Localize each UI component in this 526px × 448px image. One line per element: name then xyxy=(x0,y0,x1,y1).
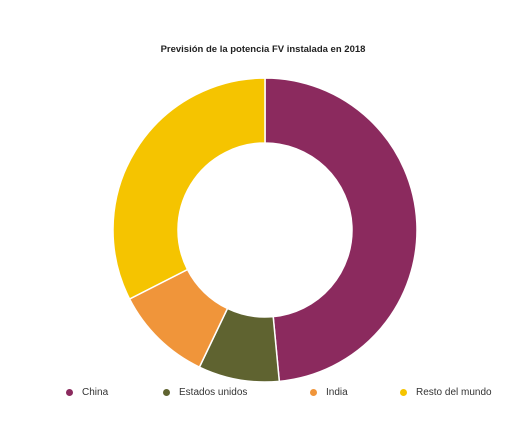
legend-label: China xyxy=(82,387,109,398)
legend-item[interactable]: India xyxy=(310,387,348,398)
legend-item[interactable]: China xyxy=(66,387,108,398)
donut-slice-resto-del-mundo[interactable] xyxy=(112,77,266,301)
legend-item[interactable]: Estados unidos xyxy=(163,387,247,398)
legend: China Estados unidos India Resto del mundo xyxy=(0,387,526,403)
donut-slice-china[interactable] xyxy=(264,77,418,383)
legend-label: Estados unidos xyxy=(179,387,248,398)
legend-marker xyxy=(400,389,407,396)
legend-label: India xyxy=(326,387,348,398)
legend-marker xyxy=(310,389,317,396)
legend-label: Resto del mundo xyxy=(416,387,492,398)
legend-item[interactable]: Resto del mundo xyxy=(400,387,492,398)
legend-marker xyxy=(163,389,170,396)
chart-title: Previsión de la potencia FV instalada en… xyxy=(160,44,366,55)
legend-marker xyxy=(66,389,73,396)
